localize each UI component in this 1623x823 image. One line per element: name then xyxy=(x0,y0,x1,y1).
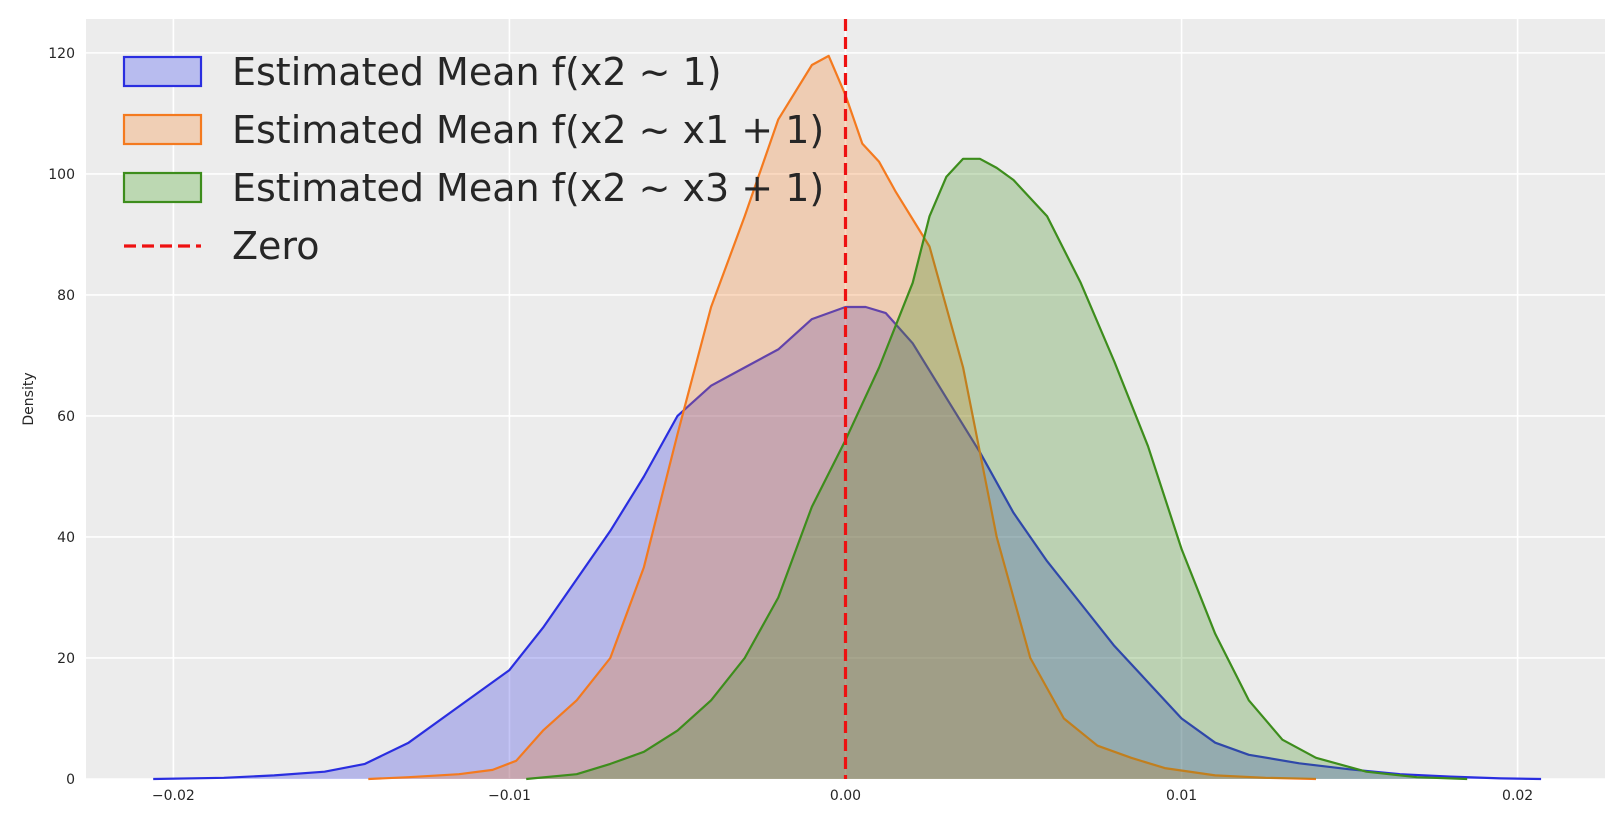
x-tick-label: −0.01 xyxy=(488,788,531,804)
axis-ticks: −0.02 −0.01 0.00 0.01 0.02 0 20 40 60 80 100 120 xyxy=(48,46,1533,804)
legend-swatch-series-1 xyxy=(122,55,203,88)
y-tick-label: 120 xyxy=(48,46,75,62)
density-line-series-2 xyxy=(368,54,1317,781)
x-tick-label: 0.01 xyxy=(1166,788,1197,804)
legend-label-series-3: Estimated Mean f(x2 ~ x3 + 1) xyxy=(232,166,824,210)
density-line-series-1 xyxy=(153,305,1542,781)
density-area-series-1 xyxy=(153,307,1542,779)
legend: Estimated Mean f(x2 ~ 1) Estimated Mean f… xyxy=(122,50,824,268)
x-tick-label: 0.02 xyxy=(1502,788,1533,804)
density-areas xyxy=(153,54,1542,781)
y-tick-label: 20 xyxy=(57,651,75,667)
legend-label-series-2: Estimated Mean f(x2 ~ x1 + 1) xyxy=(232,108,824,152)
y-tick-label: 100 xyxy=(48,167,75,183)
density-area-series-2 xyxy=(368,55,1316,779)
y-tick-label: 60 xyxy=(57,409,75,425)
legend-swatch-series-3 xyxy=(122,171,203,204)
y-tick-label: 40 xyxy=(57,530,75,546)
density-area-series-3 xyxy=(526,158,1468,780)
y-tick-label: 80 xyxy=(57,288,75,304)
legend-label-series-1: Estimated Mean f(x2 ~ 1) xyxy=(232,50,722,94)
legend-label-zero: Zero xyxy=(232,224,319,268)
x-tick-label: 0.00 xyxy=(830,788,861,804)
y-tick-label: 0 xyxy=(66,772,75,788)
y-axis-title: Density xyxy=(21,372,37,425)
legend-swatch-series-2 xyxy=(122,113,203,146)
density-line-series-3 xyxy=(526,157,1468,781)
x-tick-label: −0.02 xyxy=(152,788,195,804)
